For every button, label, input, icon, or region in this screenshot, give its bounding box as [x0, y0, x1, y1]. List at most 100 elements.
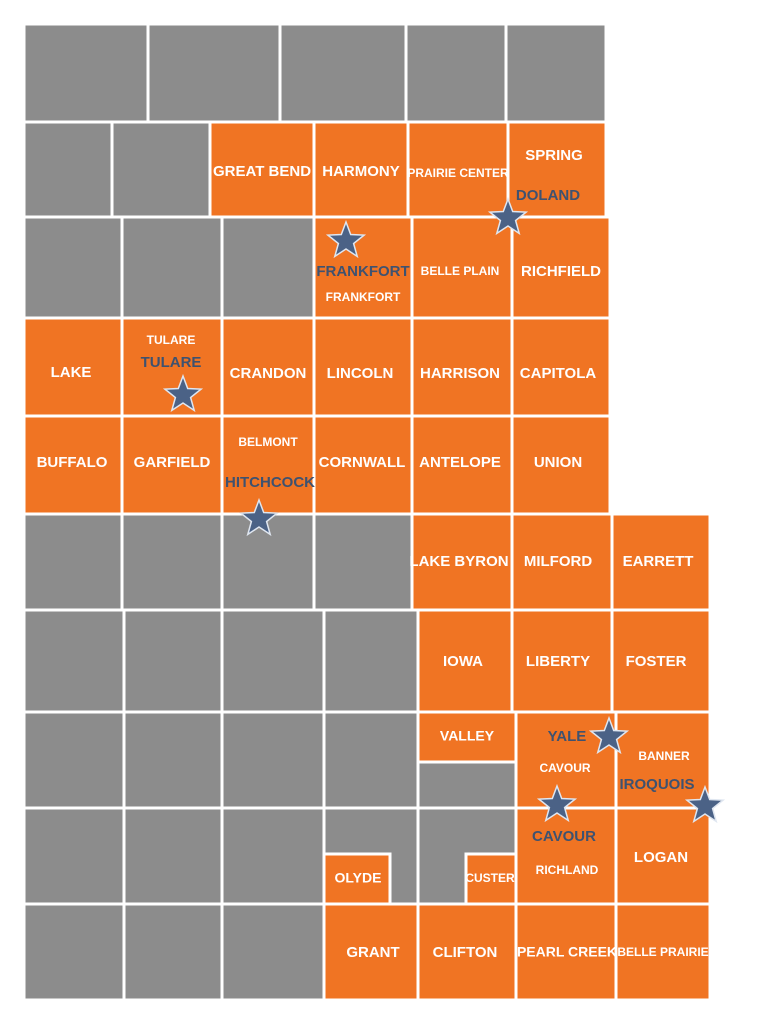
township-cell-r7c3	[322, 710, 420, 810]
township-cell-r7c2	[220, 710, 326, 810]
township-cell-r6c4	[416, 608, 514, 714]
township-label-banner: BANNER	[638, 749, 690, 763]
township-label-harrison: HARRISON	[420, 365, 500, 382]
star-icon	[238, 497, 280, 537]
township-cell-r0c1	[146, 22, 282, 124]
township-cell-r2c0	[22, 215, 124, 320]
township-cell-r0c3	[404, 22, 508, 124]
township-label-belmont: BELMONT	[238, 435, 298, 449]
township-cell-r9c5	[514, 902, 618, 1002]
township-label-custer: CUSTER	[465, 871, 515, 885]
township-label-olyde: OLYDE	[335, 870, 382, 886]
township-cell-r5c3	[312, 512, 414, 612]
township-cell-r6c0	[22, 608, 126, 714]
township-label-lincoln: LINCOLN	[327, 365, 394, 382]
township-cell-r8c6	[614, 806, 712, 906]
township-cell-r0c2	[278, 22, 408, 124]
township-cell-r8c1	[122, 806, 224, 906]
township-cell-r9c3	[322, 902, 420, 1002]
township-cell-r4c5	[510, 414, 612, 516]
township-cell-r9c0	[22, 902, 126, 1002]
township-cell-r7c1	[122, 710, 224, 810]
township-cell-r4c4	[410, 414, 514, 516]
township-cell-r5c6	[610, 512, 712, 612]
star-icon	[487, 196, 529, 236]
star-icon	[588, 715, 630, 755]
township-cell-r3c0	[22, 316, 124, 418]
township-cell-r7c0	[22, 710, 126, 810]
township-label-harmony: HARMONY	[322, 163, 400, 180]
star-icon	[684, 784, 726, 824]
township-label-spring: SPRING	[525, 147, 583, 164]
township-cell-r9c1	[122, 902, 224, 1002]
township-cell-r9c6	[614, 902, 712, 1002]
township-cell-r2c1	[120, 215, 224, 320]
township-cell-r5c1	[120, 512, 224, 612]
township-cell-r7c5	[514, 710, 618, 810]
township-cell-r0c4	[504, 22, 608, 124]
city-label-tulare: TULARE	[141, 354, 202, 371]
township-cell-r4c2	[220, 414, 316, 516]
township-label-foster: FOSTER	[626, 653, 687, 670]
township-cell-r1c2	[208, 120, 316, 219]
township-label-garfield: GARFIELD	[134, 454, 211, 471]
township-cell-r9c2	[220, 902, 326, 1002]
township-label-tulare-twp: TULARE	[147, 333, 196, 347]
township-label-iowa: IOWA	[443, 653, 483, 670]
township-label-milford: MILFORD	[524, 553, 592, 570]
township-cell-r4c3	[312, 414, 414, 516]
township-label-cornwall: CORNWALL	[319, 454, 406, 471]
star-icon	[536, 783, 578, 823]
township-cell-r3c2	[220, 316, 316, 418]
township-cell-r0c0	[22, 22, 150, 124]
township-label-capitola: CAPITOLA	[520, 365, 597, 382]
township-cell-r6c2	[220, 608, 326, 714]
city-label-yale: YALE	[548, 728, 587, 745]
township-label-logan: LOGAN	[634, 849, 688, 866]
township-label-great-bend: GREAT BEND	[213, 163, 311, 180]
city-label-iroquois: IROQUOIS	[619, 776, 694, 793]
township-cell-r3c4	[410, 316, 514, 418]
township-label-lake: LAKE	[51, 364, 92, 381]
township-label-belle-prairie: BELLE PRAIRIE	[617, 945, 708, 959]
township-cell-r4c0	[22, 414, 124, 516]
city-label-hitchcock: HITCHCOCK	[225, 474, 315, 491]
township-label-buffalo: BUFFALO	[37, 454, 108, 471]
township-label-grant: GRANT	[346, 944, 399, 961]
township-cell-r9c4	[416, 902, 518, 1002]
township-label-antelope: ANTELOPE	[419, 454, 501, 471]
township-label-belle-plain: BELLE PLAIN	[421, 264, 500, 278]
township-cell-r6c1	[122, 608, 224, 714]
township-label-crandon: CRANDON	[230, 365, 307, 382]
city-label-frankfort: FRANKFORT	[316, 263, 409, 280]
township-cell-r5c4	[410, 512, 514, 612]
township-cell-r8c2	[220, 806, 326, 906]
township-cell-r1c1	[110, 120, 212, 219]
township-cell-r8c5	[514, 806, 618, 906]
township-label-earrett: EARRETT	[623, 553, 694, 570]
township-cell-r2c4	[410, 215, 514, 320]
township-cell-r1c3	[312, 120, 410, 219]
township-label-cavour-twp: CAVOUR	[539, 761, 590, 775]
township-cell-r5c5	[510, 512, 614, 612]
township-label-union: UNION	[534, 454, 582, 471]
township-cell-r8c3-olyde-part	[322, 852, 392, 906]
township-cell-r1c0	[22, 120, 114, 219]
township-cell-r6c3	[322, 608, 420, 714]
township-cell-r8c0	[22, 806, 126, 906]
township-label-valley: VALLEY	[440, 728, 495, 744]
star-icon	[325, 219, 367, 259]
township-label-lake-byron: LAKE BYRON	[409, 553, 508, 570]
township-label-prairie-center: PRAIRIE CENTER	[407, 166, 509, 180]
township-label-clifton: CLIFTON	[433, 944, 498, 961]
township-cell-r2c2	[220, 215, 316, 320]
township-label-richfield: RICHFIELD	[521, 263, 601, 280]
township-label-liberty: LIBERTY	[526, 653, 590, 670]
township-cell-r1c5	[506, 120, 608, 219]
star-icon	[162, 373, 204, 413]
city-label-cavour: CAVOUR	[532, 828, 596, 845]
township-label-richland: RICHLAND	[536, 863, 599, 877]
township-cell-r7c4-valley-part	[416, 710, 518, 764]
